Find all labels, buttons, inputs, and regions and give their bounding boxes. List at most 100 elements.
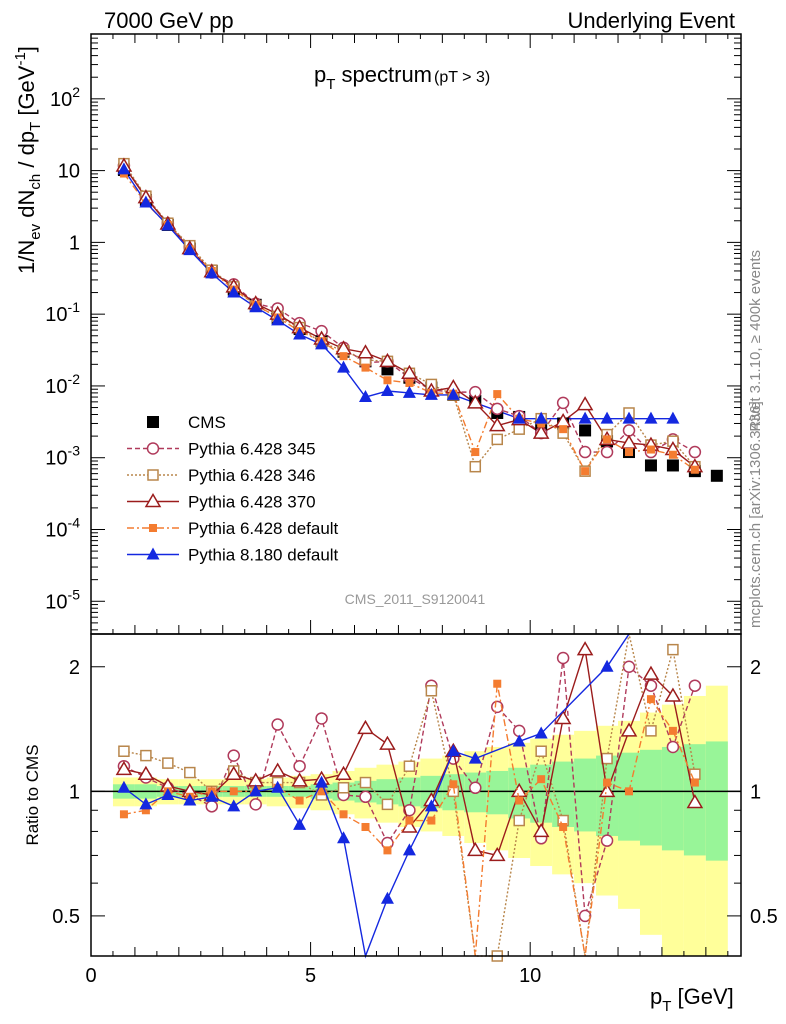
pythia-6-428-346-point [469, 460, 482, 473]
pythia-6-428-370-point [576, 396, 594, 411]
pythia-6-428-345-point [688, 445, 702, 459]
pythia-6-428-default-ratio-point [515, 796, 524, 805]
y-tick-label: 102 [50, 84, 80, 111]
plot-title: pT spectrum (pT > 3) [314, 62, 490, 93]
pythia-6-428-346-ratio-point [140, 749, 152, 762]
inner-band-bin [618, 752, 640, 841]
cms-point [644, 459, 657, 472]
pythia-6-428-345-ratio-point [600, 834, 614, 847]
legend-marker-cms [147, 416, 159, 428]
title-subscript: T [326, 76, 335, 93]
pythia-6-428-default-ratio-point [229, 787, 238, 796]
legend-marker-pythia-8-180-default [146, 547, 160, 560]
pythia-6-428-default-point [668, 450, 677, 459]
inner-band-bin [530, 764, 553, 823]
pythia-6-428-default-ratio-point [119, 810, 128, 819]
axis-ticks [90, 33, 741, 957]
pythia-6-428-default-point [361, 363, 370, 372]
pythia-6-428-370-ratio-point [686, 793, 704, 809]
pythia-6-428-370-point [532, 424, 550, 439]
legend-label-pythia-6-428-370: Pythia 6.428 370 [188, 493, 316, 512]
pythia-6-428-345-point [556, 396, 570, 410]
ratio-y-tick-label-left: 2 [69, 657, 80, 679]
pythia-6-428-default-ratio-point [449, 780, 458, 789]
pythia-8-180-default-point [139, 195, 153, 208]
pythia-8-180-default-ratio-point [402, 843, 416, 856]
pythia-6-428-370-ratio-point [554, 709, 572, 725]
pythia-6-428-370-ratio-point [664, 687, 682, 702]
pythia-6-428-default-point [493, 390, 502, 399]
cms-point [579, 424, 592, 437]
pythia-8-180-default-point [293, 327, 307, 340]
pythia-6-428-default-ratio-point [690, 778, 699, 787]
pythia-6-428-346-ratio-point [645, 725, 657, 737]
inner-band-bin [639, 749, 662, 846]
pythia-6-428-345-line [123, 165, 696, 453]
pythia-8-180-default-point [205, 266, 219, 279]
pythia-6-428-370-ratio-point [532, 822, 550, 838]
legend-marker-pythia-6-428-370 [144, 493, 162, 508]
inner-band-bin [552, 761, 575, 827]
pythia-8-180-default-ratio-point [380, 891, 394, 904]
pythia-6-428-default-ratio-point [339, 810, 348, 819]
y-tick-label: 1 [69, 232, 80, 254]
pythia-6-428-370-point [401, 364, 418, 380]
pythia-6-428-default-ratio-point [493, 679, 502, 688]
ratio-y-tick-label-right: 2 [750, 657, 761, 679]
pythia-6-428-345-ratio-point [491, 700, 504, 714]
pythia-6-428-346-ratio-line [123, 633, 696, 957]
pythia-6-428-346-ratio-point [667, 643, 679, 656]
pythia-6-428-370-ratio-point [642, 665, 660, 680]
ratio-y-tick-label-right: 1 [750, 781, 761, 803]
legend-marker-pythia-6-428-345 [146, 442, 160, 455]
pythia-8-180-default-point [666, 411, 680, 424]
mcplots-label: mcplots.cern.ch [arXiv:1306.3436] [747, 401, 764, 628]
pythia-6-428-345-ratio-point [227, 749, 240, 762]
pythia-6-428-346-point [491, 433, 503, 446]
y-tick-label: 10 [58, 161, 80, 183]
pythia-6-428-346-ratio-point [425, 685, 438, 697]
legend-label-pythia-6-428-345: Pythia 6.428 345 [188, 440, 316, 459]
pythia-8-180-default-point [249, 300, 263, 313]
pythia-6-428-345-point [622, 424, 636, 437]
axis-tick-labels: 0 5 10 10-5 10-4 10-3 10-2 10-1 1 10 102 0.5 0.5 1 1 2 2 [45, 84, 778, 987]
pythia-8-180-default-ratio-point [271, 780, 285, 793]
pythia-8-180-default-point [600, 411, 614, 424]
pythia-6-428-345-point [491, 402, 504, 416]
pythia-6-428-default-ratio-point [537, 775, 546, 784]
pythia-6-428-346-ratio-point [118, 745, 130, 757]
pythia-8-180-default-ratio-point [139, 797, 153, 810]
pythia-6-428-default-ratio-point [625, 787, 634, 796]
header-left: 7000 GeV pp [104, 8, 234, 33]
pythia-8-180-default-point [402, 385, 416, 398]
main-panel-frame [90, 33, 742, 635]
legend-label-cms: CMS [188, 413, 226, 432]
pythia-6-428-default-ratio-point [646, 695, 655, 704]
pythia-8-180-default-ratio-point [161, 787, 175, 800]
pythia-6-428-345-ratio-point [271, 718, 284, 731]
pythia-6-428-370-ratio-point [620, 722, 638, 737]
pythia-8-180-default-point [358, 390, 372, 403]
pythia-6-428-default-point [471, 448, 480, 457]
pythia-6-428-370-ratio-point [466, 841, 484, 857]
pythia-6-428-370-ratio-point [576, 641, 594, 656]
legend-label-pythia-8-180-default: Pythia 8.180 default [188, 546, 339, 565]
legend-label-pythia-6-428-default: Pythia 6.428 default [188, 519, 339, 538]
pythia-6-428-345-ratio-point [688, 679, 702, 692]
y-tick-label: 10-5 [45, 586, 80, 613]
pythia-8-180-default-ratio-point [293, 817, 307, 830]
inner-band-bin [705, 741, 728, 861]
ratio-panel-frame [90, 633, 742, 957]
pythia-6-428-default-point [383, 376, 392, 385]
pythia-6-428-370-ratio-point [137, 765, 155, 780]
pythia-6-428-370-ratio-point [379, 735, 396, 750]
pythia-6-428-345-point [600, 445, 614, 459]
pythia-6-428-346-ratio-point [381, 798, 394, 811]
pythia-8-180-default-point [578, 411, 592, 424]
y-tick-label: 10-2 [45, 371, 80, 398]
legend-marker-pythia-6-428-default [149, 524, 157, 532]
pythia-6-428-370-point [357, 344, 374, 359]
pythia-8-180-default-ratio-point [227, 799, 241, 812]
pythia-8-180-default-point [337, 360, 351, 373]
